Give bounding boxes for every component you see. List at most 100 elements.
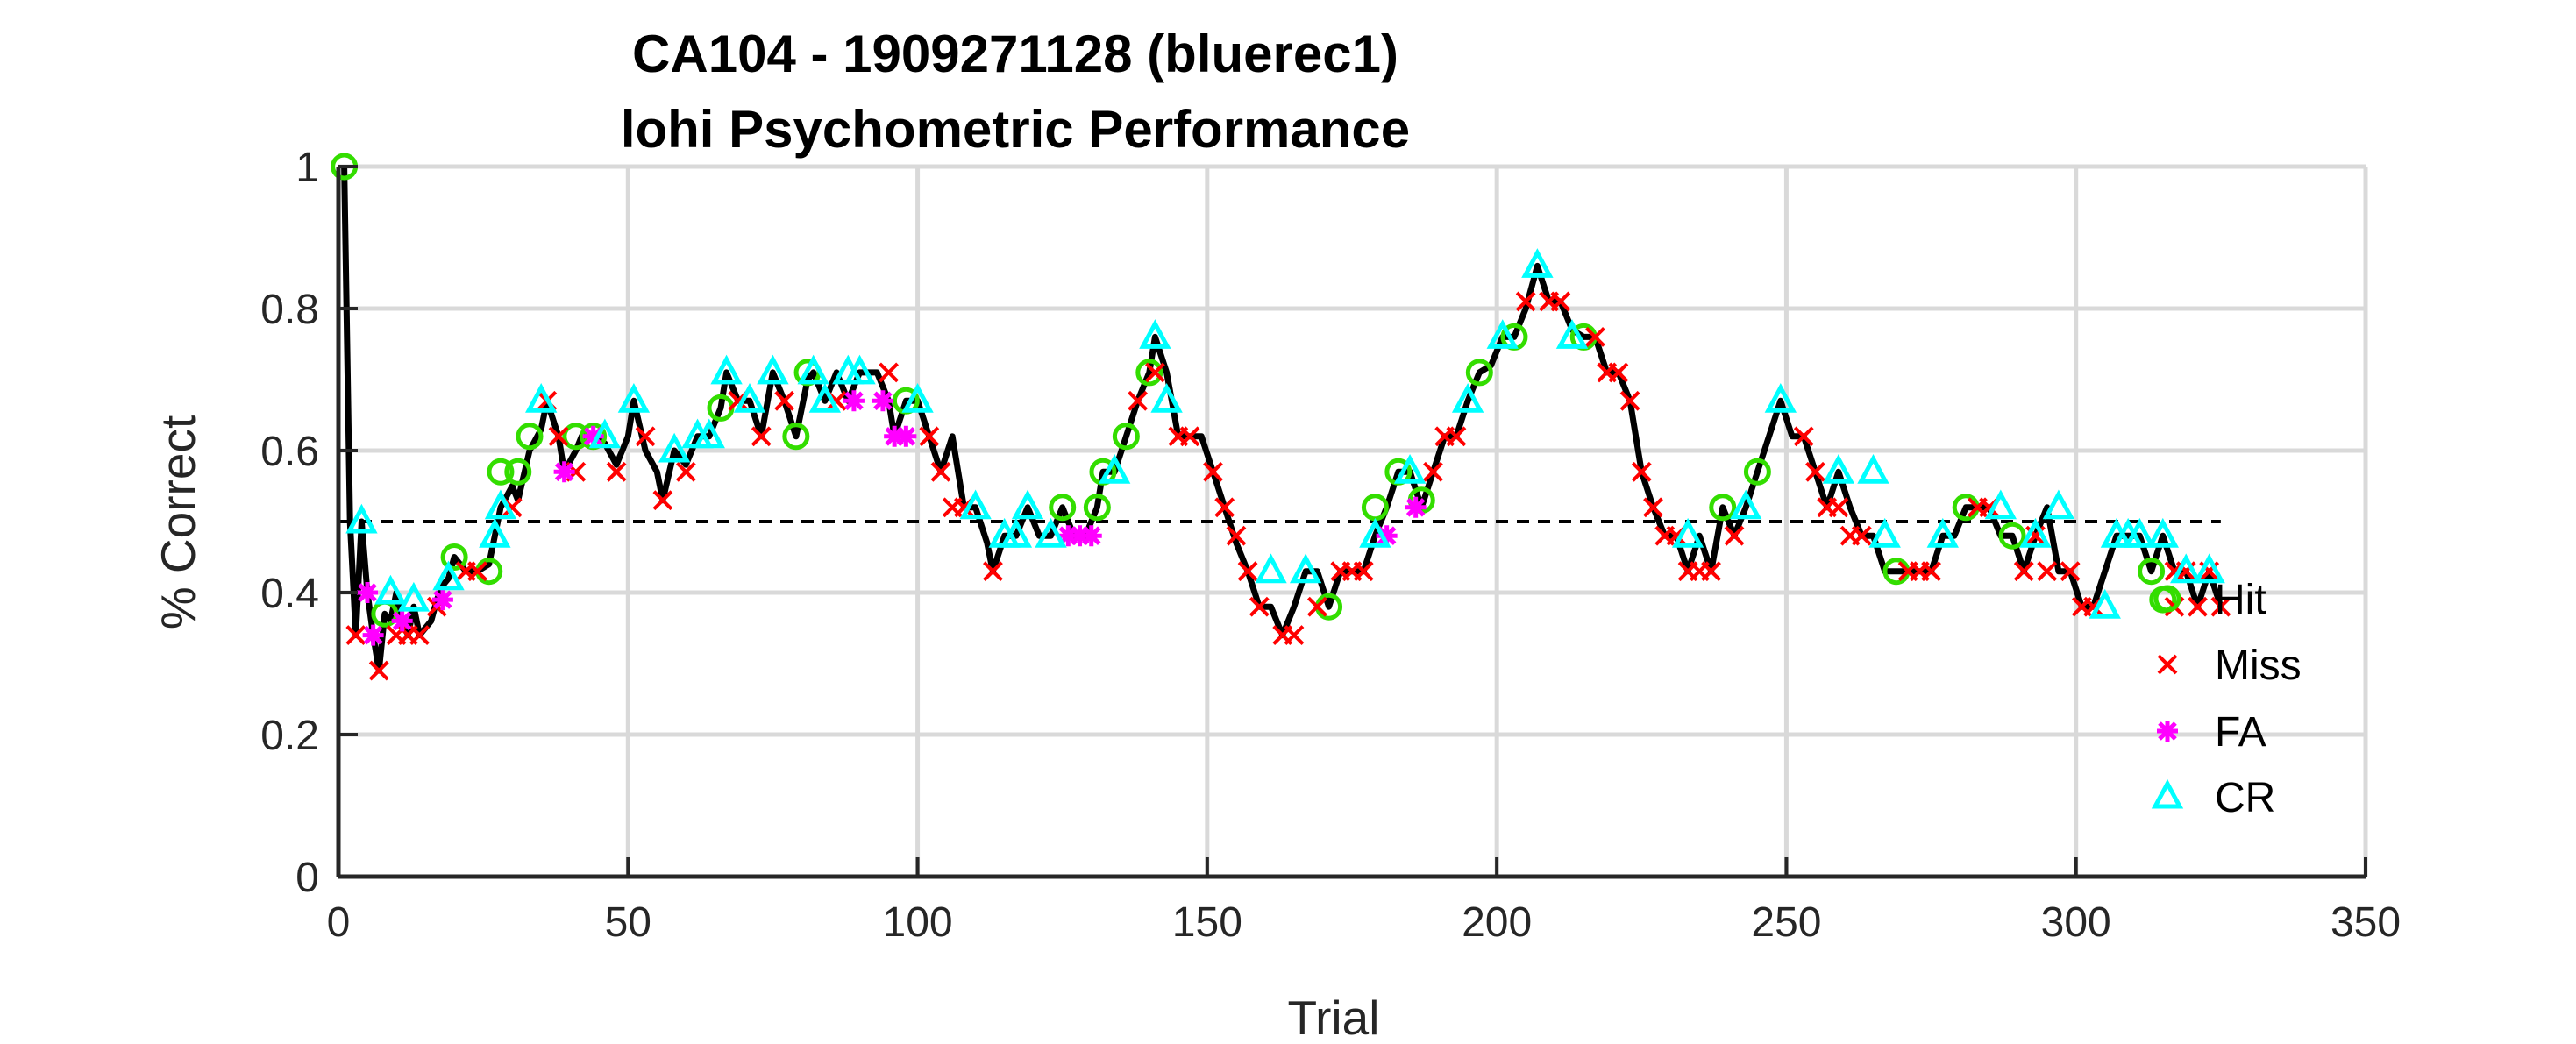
cr-marker <box>374 574 407 605</box>
fa-asterisk <box>1080 525 1102 547</box>
cr-marker <box>617 383 651 413</box>
cr-marker <box>2042 489 2075 520</box>
cr-marker <box>2170 553 2202 584</box>
cr-marker <box>1359 517 1391 548</box>
cr-triangle <box>1486 319 1519 349</box>
cr-triangle <box>345 503 378 534</box>
fa-marker <box>431 589 453 611</box>
hit-marker <box>782 423 810 451</box>
legend-swatch <box>2157 721 2178 742</box>
cr-marker <box>901 383 934 413</box>
miss-x <box>1643 497 1663 518</box>
miss-x <box>467 561 487 582</box>
miss-x <box>1226 525 1247 546</box>
hit-marker <box>1743 458 1771 486</box>
miss-marker <box>1249 596 1270 617</box>
fa-marker <box>872 390 893 412</box>
miss-x <box>774 390 795 411</box>
hit-circle <box>504 458 532 486</box>
hit-circle <box>1135 359 1163 387</box>
fa-marker <box>391 610 413 632</box>
miss-x <box>1423 461 1443 482</box>
legend-swatch <box>2157 654 2178 675</box>
miss-marker <box>1619 390 1640 411</box>
hit-marker <box>504 458 532 486</box>
miss-x <box>1828 497 1849 518</box>
miss-x <box>1793 426 1814 447</box>
legend-label: CR <box>2215 775 2275 821</box>
legend-label: Miss <box>2215 643 2302 689</box>
y-tick-label: 0.6 <box>260 429 319 475</box>
hit-circle <box>1049 494 1077 522</box>
cr-marker <box>1150 383 1183 413</box>
hit-circle <box>1998 522 2026 550</box>
miss-marker <box>1515 291 1536 312</box>
miss-marker <box>2210 596 2231 617</box>
cr-marker <box>1857 454 1889 484</box>
miss-x <box>409 625 430 646</box>
miss-marker <box>1608 362 1629 383</box>
cr-triangle <box>2089 588 2121 619</box>
miss-x <box>751 426 772 447</box>
fa-asterisk <box>895 425 917 447</box>
cr-marker <box>733 383 766 413</box>
fa-asterisk <box>431 589 453 611</box>
miss-x <box>345 625 366 646</box>
miss-x <box>1851 525 1872 546</box>
cr-marker <box>658 432 691 463</box>
miss-marker <box>345 625 366 646</box>
miss-marker <box>1237 561 1258 582</box>
hit-circle <box>1709 494 1737 522</box>
fa-asterisk <box>553 461 575 483</box>
fa-asterisk <box>1069 525 1091 547</box>
cr-triangle <box>2170 553 2202 584</box>
cr-triangle <box>1857 454 1889 484</box>
cr-marker <box>2193 553 2225 584</box>
miss-marker <box>409 625 430 646</box>
cr-triangle <box>2019 517 2052 548</box>
cr-triangle <box>1098 454 1131 484</box>
hit-circle <box>1743 458 1771 486</box>
fa-marker <box>362 624 384 646</box>
hit-circle <box>2138 558 2166 586</box>
miss-x <box>1306 596 1327 617</box>
series-cr <box>345 248 2225 619</box>
miss-marker <box>1306 596 1327 617</box>
cr-marker <box>1555 319 1589 349</box>
cr-triangle <box>1011 489 1044 520</box>
fa-asterisk <box>1376 525 1398 547</box>
fa-asterisk <box>357 582 379 603</box>
x-tick-labels: 0 50 100 150 200 250 300 350 <box>327 899 2401 946</box>
fa-marker <box>884 425 906 447</box>
cr-marker <box>808 383 842 413</box>
cr-marker <box>2089 588 2121 619</box>
miss-x <box>368 660 389 681</box>
miss-x <box>606 461 627 482</box>
y-tick-label: 0.8 <box>260 287 319 333</box>
miss-x <box>1619 390 1640 411</box>
trial-markers <box>331 153 2231 681</box>
miss-x <box>919 426 940 447</box>
miss-x <box>1631 461 1652 482</box>
miss-marker <box>919 426 940 447</box>
hit-marker <box>1112 423 1140 451</box>
fa-marker <box>1080 525 1102 547</box>
cr-marker <box>959 489 992 520</box>
miss-x <box>1249 596 1270 617</box>
x-tick-label: 50 <box>605 899 651 946</box>
series-fa <box>357 390 1427 646</box>
chart-title: CA104 - 1909271128 (bluerec1) <box>632 25 1398 83</box>
miss-marker <box>1585 326 1605 347</box>
miss-x <box>2013 561 2034 582</box>
x-tick-label: 250 <box>1751 899 1821 946</box>
miss-x <box>1144 362 1165 383</box>
miss-x <box>1128 390 1149 411</box>
hit-marker <box>516 423 544 451</box>
x-tick-label: 100 <box>883 899 953 946</box>
cr-marker <box>1451 383 1484 413</box>
hit-circle <box>487 458 515 486</box>
fa-asterisk <box>843 390 865 412</box>
miss-marker <box>879 362 899 383</box>
miss-x <box>1353 561 1374 582</box>
cr-triangle <box>2193 553 2225 584</box>
